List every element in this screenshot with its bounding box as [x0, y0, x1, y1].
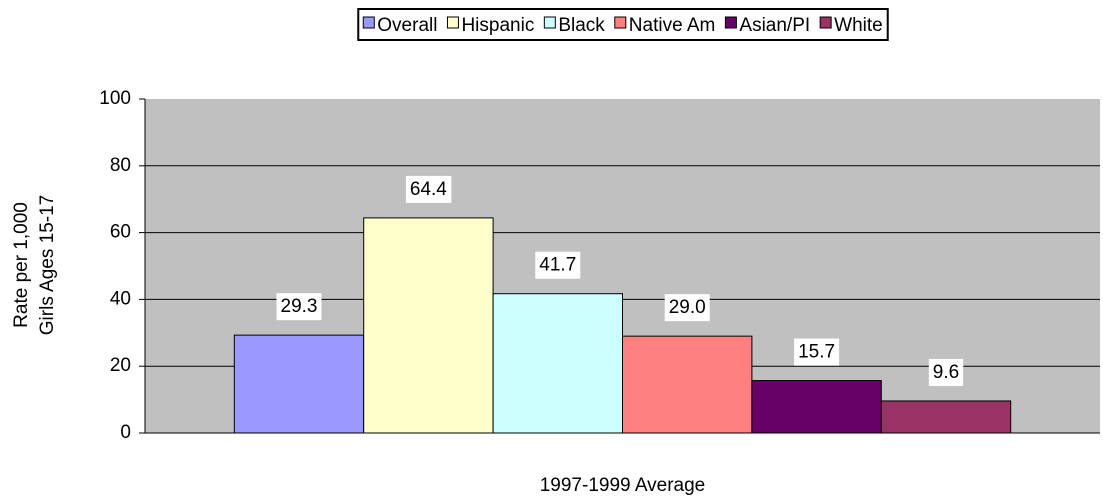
legend-label: Asian/PI	[739, 15, 810, 36]
value-label: 29.0	[669, 297, 706, 318]
legend-swatch	[362, 16, 375, 29]
y-tick-label: 80	[110, 155, 131, 176]
value-label: 41.7	[539, 255, 576, 276]
value-label: 9.6	[933, 362, 959, 383]
legend-swatch	[614, 16, 627, 29]
x-tick-label: 1997-1999 Average	[540, 475, 706, 496]
value-label-bg	[794, 338, 840, 366]
legend-swatch	[819, 16, 832, 29]
legend-label: Overall	[377, 15, 437, 36]
bar	[622, 335, 753, 434]
value-label-bg	[276, 293, 322, 321]
legend: Overall Hispanic Black Native Am Asian/PI Whi…	[357, 8, 889, 41]
legend-swatch	[446, 16, 459, 29]
y-tick-label: 0	[120, 422, 131, 443]
value-label-bg	[535, 251, 581, 279]
value-label: 29.3	[281, 296, 318, 317]
bar	[233, 334, 365, 434]
value-label-bg	[664, 294, 710, 322]
legend-label: Black	[558, 15, 605, 36]
value-label-bg	[405, 175, 452, 203]
legend-label: Native Am	[629, 15, 716, 36]
value-label: 64.4	[410, 179, 447, 200]
y-tick-label: 20	[110, 355, 131, 376]
value-label-bg	[928, 358, 964, 386]
bar	[751, 380, 882, 434]
legend-label: Hispanic	[461, 15, 534, 36]
y-axis-label: Rate per 1,000	[11, 202, 32, 328]
legend-swatch	[724, 16, 737, 29]
value-label: 15.7	[798, 342, 835, 363]
y-tick-label: 100	[99, 88, 131, 109]
bar	[492, 293, 623, 434]
legend-swatch	[543, 16, 556, 29]
legend-label: White	[834, 15, 883, 36]
y-tick-label: 60	[110, 222, 131, 243]
y-tick-label: 40	[110, 288, 131, 309]
bar	[363, 217, 494, 434]
y-axis-label: Girls Ages 15-17	[37, 195, 58, 335]
bar	[880, 400, 1012, 434]
